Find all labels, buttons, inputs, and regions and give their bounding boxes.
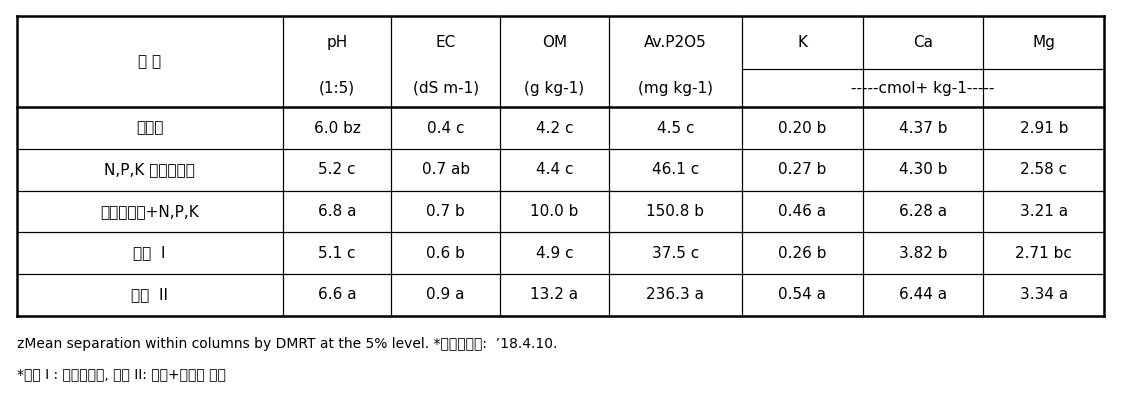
Text: 5.1 c: 5.1 c: [318, 246, 355, 260]
Text: 4.2 c: 4.2 c: [536, 121, 573, 135]
Text: (1:5): (1:5): [318, 81, 355, 96]
Text: 5.2 c: 5.2 c: [318, 162, 355, 177]
Text: 6.6 a: 6.6 a: [317, 287, 356, 302]
Text: 0.26 b: 0.26 b: [778, 246, 826, 260]
Text: 액비  II: 액비 II: [131, 287, 168, 302]
Text: -----cmol+ kg-1-----: -----cmol+ kg-1-----: [851, 81, 994, 96]
Text: 0.7 b: 0.7 b: [426, 204, 465, 219]
Text: 3.34 a: 3.34 a: [1020, 287, 1068, 302]
Text: 2.91 b: 2.91 b: [1019, 121, 1068, 135]
Text: zMean separation within columns by DMRT at the 5% level. *시료채취일:  ’18.4.10.: zMean separation within columns by DMRT …: [17, 337, 557, 351]
Text: 처 리: 처 리: [138, 54, 161, 69]
Text: 0.27 b: 0.27 b: [778, 162, 826, 177]
Text: 4.9 c: 4.9 c: [536, 246, 573, 260]
Text: 46.1 c: 46.1 c: [651, 162, 698, 177]
Text: 3.82 b: 3.82 b: [899, 246, 947, 260]
Text: (dS m-1): (dS m-1): [413, 81, 479, 96]
Text: Av.P2O5: Av.P2O5: [643, 35, 706, 50]
Text: 4.4 c: 4.4 c: [536, 162, 573, 177]
Text: (mg kg-1): (mg kg-1): [638, 81, 713, 96]
Text: EC: EC: [436, 35, 456, 50]
Text: 0.6 b: 0.6 b: [426, 246, 465, 260]
Text: 0.46 a: 0.46 a: [778, 204, 826, 219]
Text: K: K: [797, 35, 807, 50]
Text: 4.30 b: 4.30 b: [899, 162, 947, 177]
Text: 4.37 b: 4.37 b: [899, 121, 947, 135]
Text: *액비 I : 무기성액비, 액비 II: 무기+유기성 액비: *액비 I : 무기성액비, 액비 II: 무기+유기성 액비: [17, 367, 225, 381]
Text: 3.21 a: 3.21 a: [1020, 204, 1068, 219]
Text: 0.20 b: 0.20 b: [778, 121, 826, 135]
Text: 0.7 ab: 0.7 ab: [421, 162, 470, 177]
Text: 2.71 bc: 2.71 bc: [1016, 246, 1072, 260]
Text: 0.54 a: 0.54 a: [778, 287, 826, 302]
Text: 가축분퇴비+N,P,K: 가축분퇴비+N,P,K: [101, 204, 200, 219]
Text: Ca: Ca: [912, 35, 933, 50]
Text: 6.8 a: 6.8 a: [317, 204, 356, 219]
Text: 0.9 a: 0.9 a: [426, 287, 465, 302]
Text: 6.28 a: 6.28 a: [899, 204, 947, 219]
Text: 0.4 c: 0.4 c: [427, 121, 464, 135]
Text: 6.44 a: 6.44 a: [899, 287, 947, 302]
Text: 13.2 a: 13.2 a: [530, 287, 578, 302]
Text: 2.58 c: 2.58 c: [1020, 162, 1067, 177]
Text: 액비  I: 액비 I: [133, 246, 166, 260]
Text: Mg: Mg: [1032, 35, 1055, 50]
Text: 4.5 c: 4.5 c: [657, 121, 694, 135]
Text: 37.5 c: 37.5 c: [651, 246, 698, 260]
Text: pH: pH: [326, 35, 348, 50]
Text: OM: OM: [541, 35, 567, 50]
Text: 150.8 b: 150.8 b: [647, 204, 704, 219]
Text: 무비구: 무비구: [136, 121, 164, 135]
Text: 6.0 bz: 6.0 bz: [314, 121, 361, 135]
Text: 10.0 b: 10.0 b: [530, 204, 578, 219]
Text: (g kg-1): (g kg-1): [525, 81, 584, 96]
Text: 236.3 a: 236.3 a: [647, 287, 704, 302]
Text: N,P,K 표준시비구: N,P,K 표준시비구: [104, 162, 195, 177]
